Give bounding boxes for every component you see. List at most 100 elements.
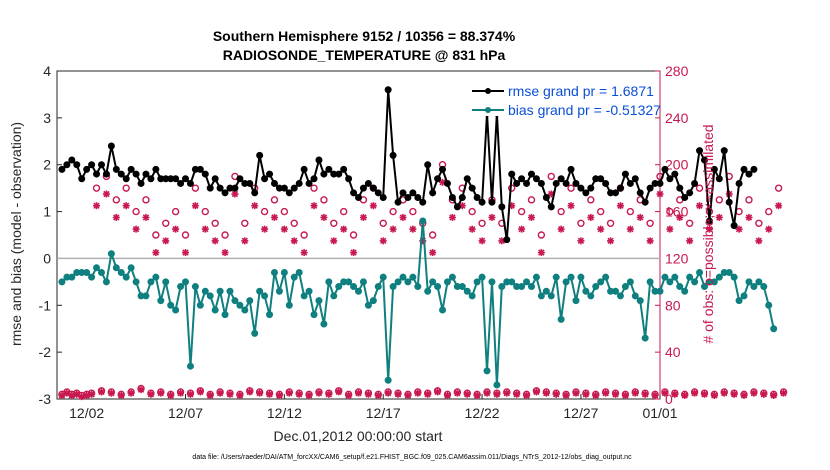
obs-assimilated-point — [78, 393, 86, 401]
obs-assimilated-point — [93, 202, 101, 210]
obs-assimilated-point — [503, 389, 511, 397]
rmse-point — [280, 184, 288, 192]
y-tick-label-right: 80 — [665, 297, 681, 313]
bias-point — [152, 273, 160, 281]
bias-point — [107, 250, 115, 258]
bias-point — [379, 273, 387, 281]
bias-point — [88, 273, 96, 281]
bias-point — [256, 287, 264, 295]
obs-possible-point — [191, 184, 200, 192]
rmse-point — [720, 147, 728, 155]
obs-assimilated-point — [172, 225, 180, 233]
rmse-point — [63, 161, 71, 169]
bias-point — [355, 287, 362, 295]
rmse-point — [172, 175, 180, 183]
rmse-point — [93, 170, 101, 178]
rmse-point — [305, 179, 313, 187]
rmse-point — [137, 179, 145, 187]
bias-point — [236, 301, 244, 309]
obs-assimilated-point — [691, 389, 699, 397]
plot-frame — [56, 70, 661, 400]
obs-assimilated-point — [705, 225, 713, 233]
obs-assimilated-point — [735, 225, 743, 233]
rmse-point — [201, 170, 209, 178]
rmse-point — [740, 165, 748, 173]
rmse-point — [458, 194, 466, 202]
rmse-point — [261, 175, 269, 183]
obs-assimilated-point — [236, 391, 244, 399]
obs-assimilated-point — [399, 213, 407, 221]
x-tick-label: 12/27 — [563, 405, 598, 421]
rmse-point — [498, 203, 506, 211]
bias-point — [760, 283, 768, 291]
bias-point — [468, 292, 476, 300]
obs-possible-point — [221, 231, 229, 239]
obs-assimilated-point — [597, 225, 605, 233]
rmse-point — [626, 179, 634, 187]
obs-possible-point — [300, 231, 308, 239]
legend: rmse grand pr = 1.6871 bias grand pr = -0… — [469, 80, 661, 118]
rmse-point — [681, 194, 689, 202]
obs-possible-point — [201, 207, 209, 216]
bias-point — [602, 273, 610, 281]
obs-assimilated-point — [251, 202, 259, 210]
obs-possible-point — [567, 184, 575, 192]
obs-assimilated-point — [305, 391, 313, 399]
rmse-point — [577, 184, 585, 192]
obs-possible-point — [577, 219, 585, 227]
rmse-point — [409, 189, 417, 197]
obs-possible-point — [260, 207, 269, 216]
bias-point — [216, 287, 224, 295]
bias-point — [102, 278, 110, 286]
rmse-point — [256, 151, 264, 159]
obs-possible-point — [587, 196, 595, 204]
obs-possible-point — [211, 219, 219, 227]
bias-point — [765, 301, 773, 309]
bias-point — [162, 278, 170, 286]
legend-marker — [485, 88, 491, 94]
obs-assimilated-point — [117, 391, 125, 399]
bias-point — [463, 287, 471, 295]
obs-assimilated-point — [582, 390, 590, 398]
x-axis-label: Dec.01,2012 00:00:00 start — [274, 428, 443, 444]
obs-assimilated-point — [241, 237, 249, 245]
bias-point — [290, 273, 298, 281]
obs-possible-point — [646, 219, 654, 227]
x-tick-label: 12/02 — [69, 405, 104, 421]
rmse-point — [587, 184, 595, 192]
rmse-point — [315, 156, 323, 164]
obs-assimilated-point — [162, 237, 170, 245]
bias-point — [696, 268, 704, 276]
obs-possible-point — [547, 172, 555, 181]
bias-point — [201, 287, 209, 295]
legend-marker — [485, 107, 491, 113]
bias-point — [562, 278, 570, 286]
rmse-point — [621, 170, 629, 178]
bias-series — [58, 217, 778, 389]
bias-point — [577, 273, 585, 281]
bias-point — [261, 292, 269, 300]
rmse-point — [83, 165, 91, 173]
bias-point — [419, 217, 427, 225]
bias-point — [231, 297, 239, 305]
rmse-point — [340, 165, 348, 173]
rmse-point — [127, 165, 135, 173]
rmse-point — [350, 189, 358, 197]
bias-point — [369, 297, 377, 305]
obs-assimilated-point — [270, 213, 278, 221]
obs-assimilated-point — [745, 213, 753, 221]
x-tick-label: 01/01 — [642, 405, 677, 421]
obs-possible-point — [330, 219, 338, 227]
bias-point — [557, 315, 565, 323]
bias-point — [488, 278, 496, 286]
bias-point — [172, 306, 180, 314]
obs-assimilated-point — [478, 237, 486, 245]
rmse-point — [443, 179, 451, 187]
obs-assimilated-point — [661, 389, 669, 397]
rmse-point — [700, 156, 708, 164]
obs-assimilated-point — [186, 390, 194, 398]
obs-assimilated-point — [755, 237, 763, 245]
obs-assimilated-point — [424, 390, 432, 398]
obs-assimilated-point — [83, 391, 91, 399]
